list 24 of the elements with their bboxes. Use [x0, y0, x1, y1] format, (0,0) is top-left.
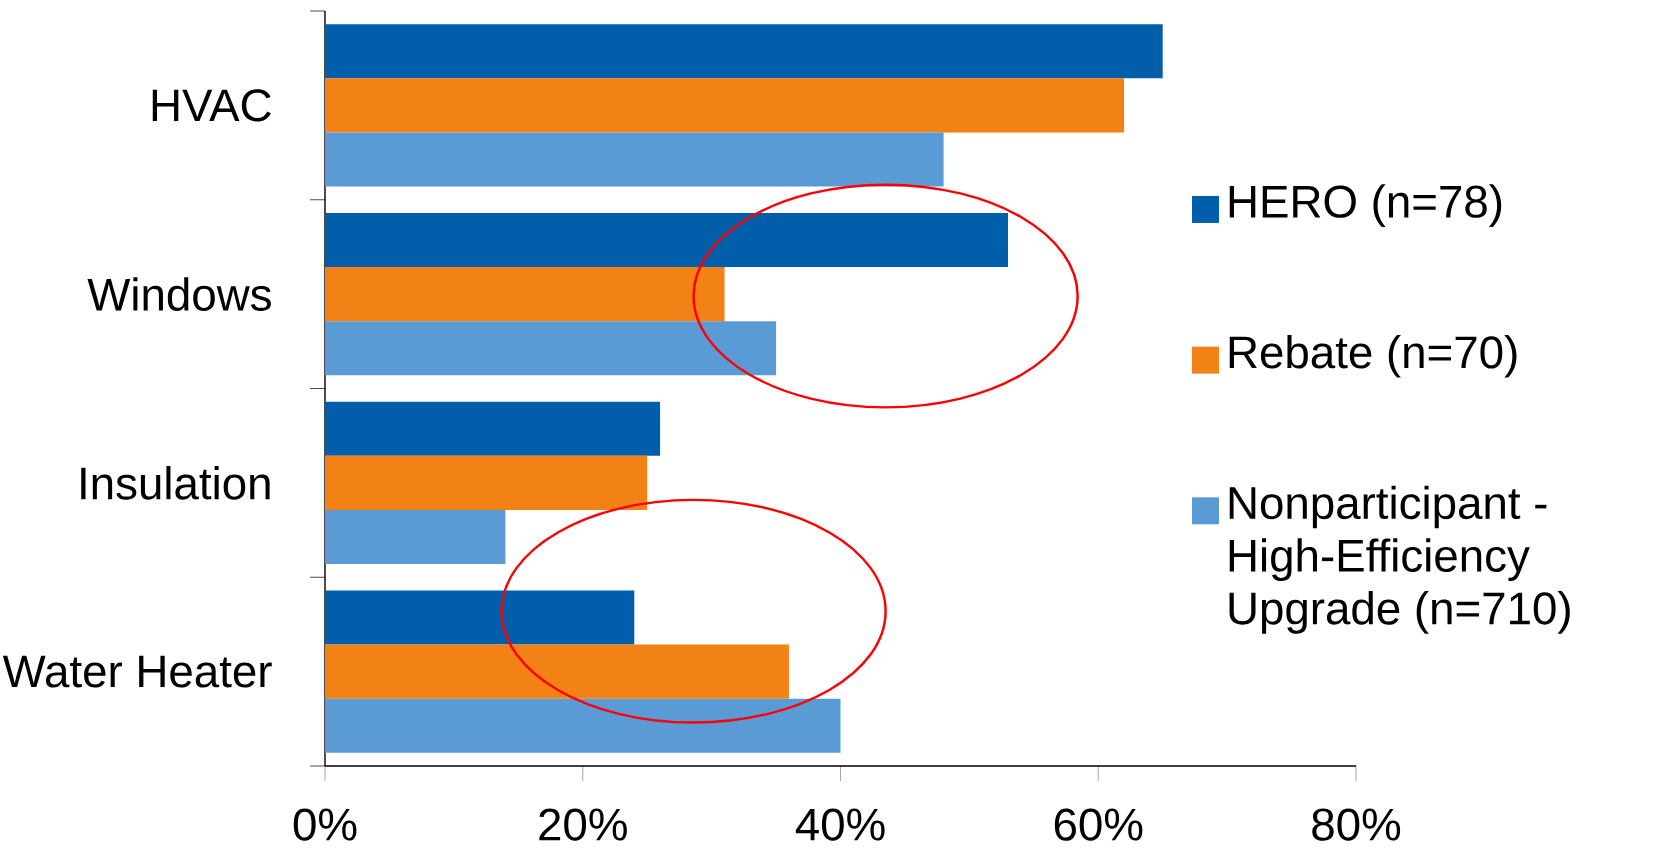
bar [325, 132, 944, 187]
y-tick-label: Insulation [81, 466, 270, 500]
bar [325, 401, 661, 456]
y-tick-label: Windows [87, 277, 271, 311]
bar [325, 24, 1163, 79]
x-tick-label: 80% [1312, 808, 1401, 841]
x-tick-label: 60% [1054, 808, 1143, 841]
y-tick-label: Water Heater [2, 655, 272, 688]
y-tick-label: HVAC [152, 89, 271, 122]
bar [325, 321, 777, 376]
bar [325, 78, 1125, 133]
bar [325, 698, 841, 753]
bar [325, 644, 789, 699]
bar [325, 455, 648, 510]
legend-label: Rebate (n=70) [1229, 334, 1517, 378]
legend-label: Nonparticipant - High-Efficiency Upgrade (n=710) [1229, 485, 1570, 634]
bar [325, 212, 1009, 268]
bar [325, 590, 635, 645]
bar [325, 509, 506, 565]
bar [325, 267, 725, 322]
x-tick-label: 0% [293, 808, 357, 841]
x-tick-label: 40% [795, 808, 885, 841]
legend-label: HERO (n=78) [1229, 184, 1502, 227]
x-tick-label: 20% [539, 808, 627, 841]
